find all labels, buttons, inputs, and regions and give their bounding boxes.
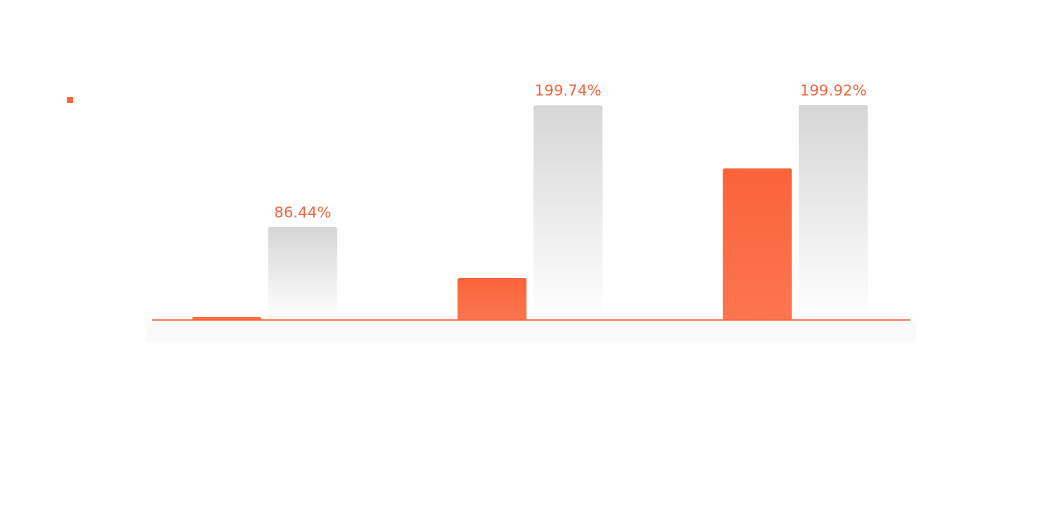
- bar: [457, 278, 527, 320]
- bar: [798, 105, 868, 320]
- bar: [192, 316, 262, 320]
- bar: [533, 105, 603, 321]
- value-label: 199.74%: [535, 82, 602, 100]
- value-label: 199.92%: [800, 82, 867, 100]
- baseline-shadow: [146, 322, 916, 342]
- bar: [268, 227, 338, 320]
- bar: [722, 168, 792, 320]
- value-label: 86.44%: [274, 204, 331, 222]
- legend-swatch: [67, 97, 73, 103]
